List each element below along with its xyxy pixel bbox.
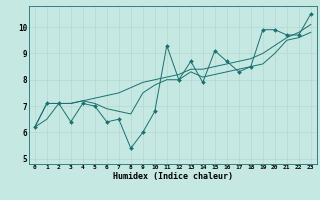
X-axis label: Humidex (Indice chaleur): Humidex (Indice chaleur) [113,172,233,181]
